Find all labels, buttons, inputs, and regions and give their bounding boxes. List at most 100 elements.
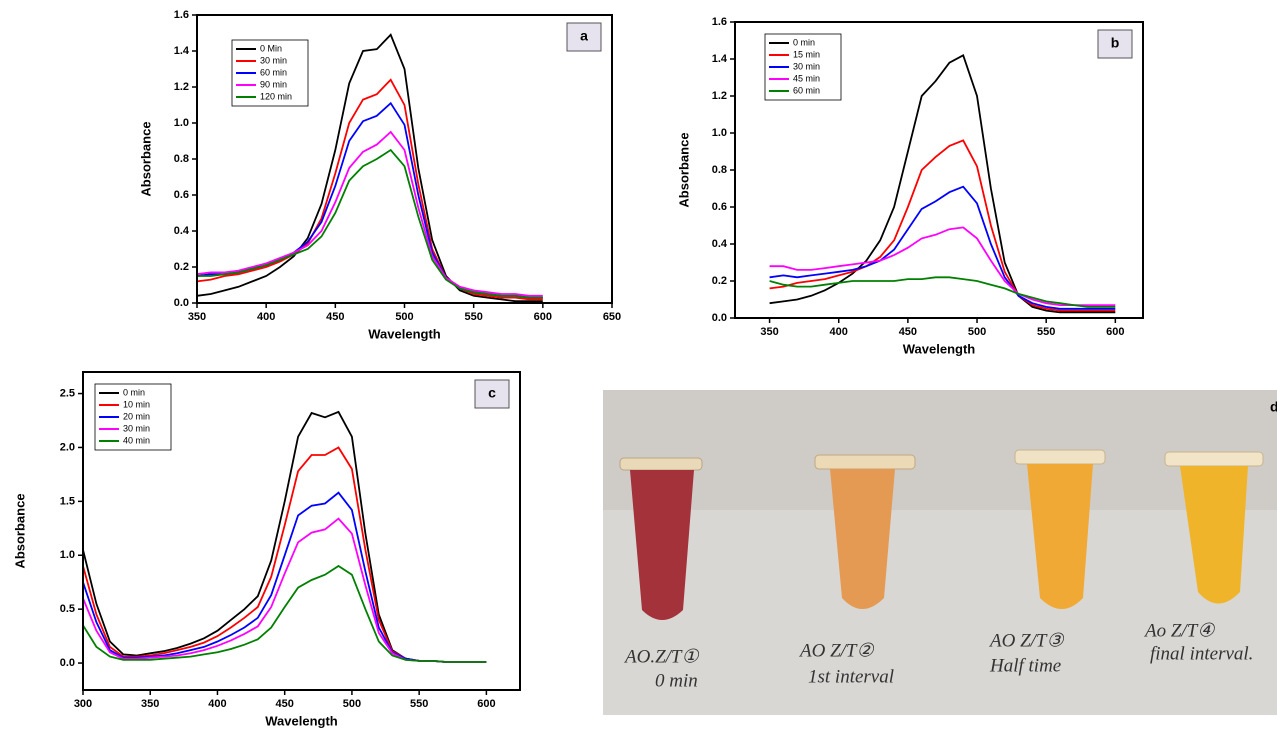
x-tick-label: 450 xyxy=(276,698,294,710)
y-tick-label: 0.2 xyxy=(712,275,727,287)
x-tick-label: 600 xyxy=(1106,326,1124,338)
legend-label: 40 min xyxy=(123,435,150,445)
x-tick-label: 550 xyxy=(410,698,428,710)
x-tick-label: 400 xyxy=(208,698,226,710)
x-tick-label: 650 xyxy=(603,311,621,323)
y-tick-label: 1.2 xyxy=(174,81,189,93)
caption: 0 min xyxy=(655,670,698,691)
y-tick-label: 0.0 xyxy=(712,312,727,324)
x-tick-label: 500 xyxy=(343,698,361,710)
y-tick-label: 0.4 xyxy=(712,238,728,250)
y-tick-label: 1.4 xyxy=(712,53,728,65)
legend-label: 120 min xyxy=(260,91,292,101)
tube xyxy=(814,454,916,609)
chart: 300 350 400 450 500 550 600 0.0 0.5 1.0 1.5 2.0 2.5 W… xyxy=(12,371,521,728)
y-tick-label: 0.6 xyxy=(174,189,189,201)
plot-frame xyxy=(82,371,521,691)
legend-label: 30 min xyxy=(793,61,820,71)
x-axis-label: Wavelength xyxy=(368,326,441,341)
plot-frame xyxy=(734,21,1144,319)
plot-frame xyxy=(196,14,613,304)
x-tick-label: 600 xyxy=(477,698,495,710)
chart: 350 400 450 500 550 600 650 0.0 0.2 0.4 0.6 0.8 1.0 1… xyxy=(138,9,621,342)
series-line xyxy=(196,78,543,301)
series-line xyxy=(82,564,487,663)
x-tick-label: 350 xyxy=(141,698,159,710)
x-tick-label: 500 xyxy=(395,311,413,323)
tube xyxy=(1164,451,1264,604)
legend-label: 60 min xyxy=(260,67,287,77)
series-line xyxy=(769,226,1116,306)
legend-label: 0 min xyxy=(123,387,145,397)
caption: AO.Z/T① xyxy=(623,646,699,667)
legend-label: 30 min xyxy=(123,423,150,433)
x-tick-label: 500 xyxy=(968,326,986,338)
caption: AO Z/T③ xyxy=(988,630,1064,651)
y-tick-label: 1.6 xyxy=(712,16,727,28)
x-tick-label: 550 xyxy=(464,311,482,323)
legend-label: 15 min xyxy=(793,49,820,59)
x-tick-label: 350 xyxy=(188,311,206,323)
y-tick-label: 0.0 xyxy=(174,297,189,309)
tube xyxy=(1014,449,1106,609)
y-axis-label: Absorbance xyxy=(138,121,153,196)
caption: Half time xyxy=(989,655,1061,676)
panel-label-box xyxy=(1097,29,1133,59)
y-tick-label: 0.8 xyxy=(174,153,189,165)
y-tick-label: 0.0 xyxy=(60,657,75,669)
panel-label-box xyxy=(474,379,510,409)
caption: AO Z/T② xyxy=(798,640,874,661)
legend-label: 45 min xyxy=(793,73,820,83)
legend-label: 30 min xyxy=(260,55,287,65)
y-tick-label: 1.2 xyxy=(712,90,727,102)
panel-label: d xyxy=(1270,399,1277,415)
panel-label: a xyxy=(580,28,588,44)
legend-label: 0 Min xyxy=(260,43,282,53)
series-line xyxy=(769,185,1116,310)
y-tick-label: 0.8 xyxy=(712,164,727,176)
y-axis-label: Absorbance xyxy=(12,493,27,568)
x-tick-label: 450 xyxy=(326,311,344,323)
caption: final interval. xyxy=(1150,643,1253,664)
chart: 350 400 450 500 550 600 0.0 0.2 0.4 0.6 0.8 1.0 1.2 1… xyxy=(676,16,1144,356)
y-tick-label: 2.5 xyxy=(60,387,75,399)
y-tick-label: 0.4 xyxy=(174,225,190,237)
panel-label-box xyxy=(566,22,602,52)
x-axis-label: Wavelength xyxy=(265,713,338,728)
series-line xyxy=(196,130,543,297)
x-tick-label: 400 xyxy=(830,326,848,338)
y-tick-label: 0.5 xyxy=(60,603,75,615)
x-tick-label: 350 xyxy=(760,326,778,338)
legend-label: 60 min xyxy=(793,85,820,95)
y-tick-label: 1.0 xyxy=(60,549,75,561)
series-line xyxy=(82,491,487,663)
y-tick-label: 1.0 xyxy=(174,117,189,129)
y-tick-label: 1.6 xyxy=(174,9,189,21)
caption: 1st interval xyxy=(808,666,894,687)
x-tick-label: 300 xyxy=(74,698,92,710)
x-tick-label: 550 xyxy=(1037,326,1055,338)
series-line xyxy=(196,33,543,303)
series-line xyxy=(769,54,1116,314)
photo-panel: d AO.Z/T① 0 min AO Z/T② 1st interval AO … xyxy=(603,390,1277,715)
x-tick-label: 600 xyxy=(534,311,552,323)
y-tick-label: 1.4 xyxy=(174,45,190,57)
series-line xyxy=(769,139,1116,312)
series-line xyxy=(769,276,1116,308)
y-tick-label: 0.2 xyxy=(174,261,189,273)
y-tick-label: 1.5 xyxy=(60,495,75,507)
caption: Ao Z/T④ xyxy=(1143,620,1215,641)
series-line xyxy=(82,517,487,663)
x-axis-label: Wavelength xyxy=(903,341,976,356)
photo-shade xyxy=(603,390,1277,510)
legend-label: 0 min xyxy=(793,37,815,47)
y-tick-label: 0.6 xyxy=(712,201,727,213)
legend-label: 90 min xyxy=(260,79,287,89)
tube xyxy=(619,457,703,620)
series-line xyxy=(197,148,543,299)
y-tick-label: 2.0 xyxy=(60,441,75,453)
legend-label: 20 min xyxy=(123,411,150,421)
legend-label: 10 min xyxy=(123,399,150,409)
panel-label: c xyxy=(488,385,496,401)
